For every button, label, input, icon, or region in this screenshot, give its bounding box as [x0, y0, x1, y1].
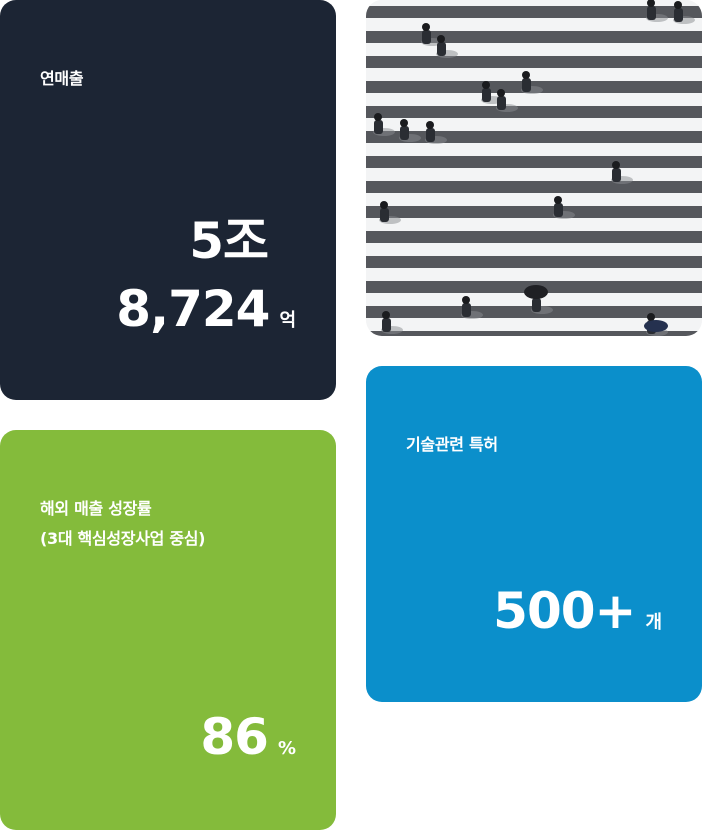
pedestrian-head — [497, 89, 505, 97]
road-stripe — [366, 31, 702, 43]
pedestrian-head — [482, 81, 490, 89]
pedestrian-head — [612, 161, 620, 169]
patents-value: 500+ — [493, 582, 636, 640]
pedestrian-body — [382, 318, 391, 332]
pedestrian-head — [380, 201, 388, 209]
road-stripe — [366, 206, 702, 218]
pedestrian-head — [647, 313, 655, 321]
pedestrian-head — [647, 0, 655, 7]
road-stripe — [366, 156, 702, 168]
revenue-card: 연매출 5조 8,724 억 — [0, 0, 336, 400]
crosswalk-photo — [366, 0, 702, 336]
pedestrian-head — [437, 35, 445, 43]
pedestrian-body — [674, 8, 683, 22]
patents-unit: 개 — [645, 612, 662, 633]
growth-value-row: 86% — [200, 704, 296, 782]
pedestrian-body — [482, 88, 491, 102]
revenue-value-row: 8,724 억 — [116, 276, 296, 354]
pedestrian-body — [426, 128, 435, 142]
revenue-label: 연매출 — [40, 69, 84, 88]
road-stripe — [366, 106, 702, 118]
road-stripe — [366, 331, 702, 336]
pedestrian-body — [400, 126, 409, 140]
overseas-growth-card: 해외 매출 성장률 (3대 핵심성장사업 중심) 86% — [0, 430, 336, 830]
umbrella — [524, 285, 548, 299]
pedestrian-head — [374, 113, 382, 121]
growth-unit: % — [277, 738, 296, 759]
road-stripe — [366, 256, 702, 268]
pedestrian-head — [426, 121, 434, 129]
pedestrian-body — [554, 203, 563, 217]
road-stripe — [366, 56, 702, 68]
growth-label: 해외 매출 성장률 (3대 핵심성장사업 중심) — [40, 494, 205, 554]
pedestrian-body — [380, 208, 389, 222]
pedestrian-body — [422, 30, 431, 44]
pedestrian-head — [674, 1, 682, 9]
road-stripe — [366, 6, 702, 18]
pedestrian-body — [522, 78, 531, 92]
pedestrian-body — [497, 96, 506, 110]
crosswalk-photo-image — [366, 0, 702, 336]
pedestrian-head — [382, 311, 390, 319]
pedestrian-body — [647, 6, 656, 20]
pedestrian-head — [462, 296, 470, 304]
revenue-value-billion: 8,724 — [116, 280, 270, 338]
patents-card: 기술관련 특허 500+ 개 — [366, 366, 702, 702]
pedestrian-body — [462, 303, 471, 317]
pedestrian-body — [612, 168, 621, 182]
road-stripe — [366, 181, 702, 193]
pedestrian-head — [400, 119, 408, 127]
road-stripe — [366, 131, 702, 143]
growth-label-line2: (3대 핵심성장사업 중심) — [40, 529, 206, 548]
pedestrian-body — [532, 298, 541, 312]
patents-label: 기술관련 특허 — [406, 435, 498, 454]
pedestrian-body — [437, 42, 446, 56]
growth-value: 86 — [200, 708, 269, 766]
pedestrian-head — [422, 23, 430, 31]
road-stripe — [366, 231, 702, 243]
growth-label-line1: 해외 매출 성장률 — [40, 499, 152, 518]
pedestrian-body — [374, 120, 383, 134]
pedestrian-head — [522, 71, 530, 79]
umbrella — [644, 320, 668, 332]
pedestrian-head — [554, 196, 562, 204]
patents-value-row: 500+ 개 — [493, 578, 662, 656]
revenue-value-trillion: 5조 — [189, 212, 269, 270]
revenue-unit: 억 — [279, 310, 296, 331]
